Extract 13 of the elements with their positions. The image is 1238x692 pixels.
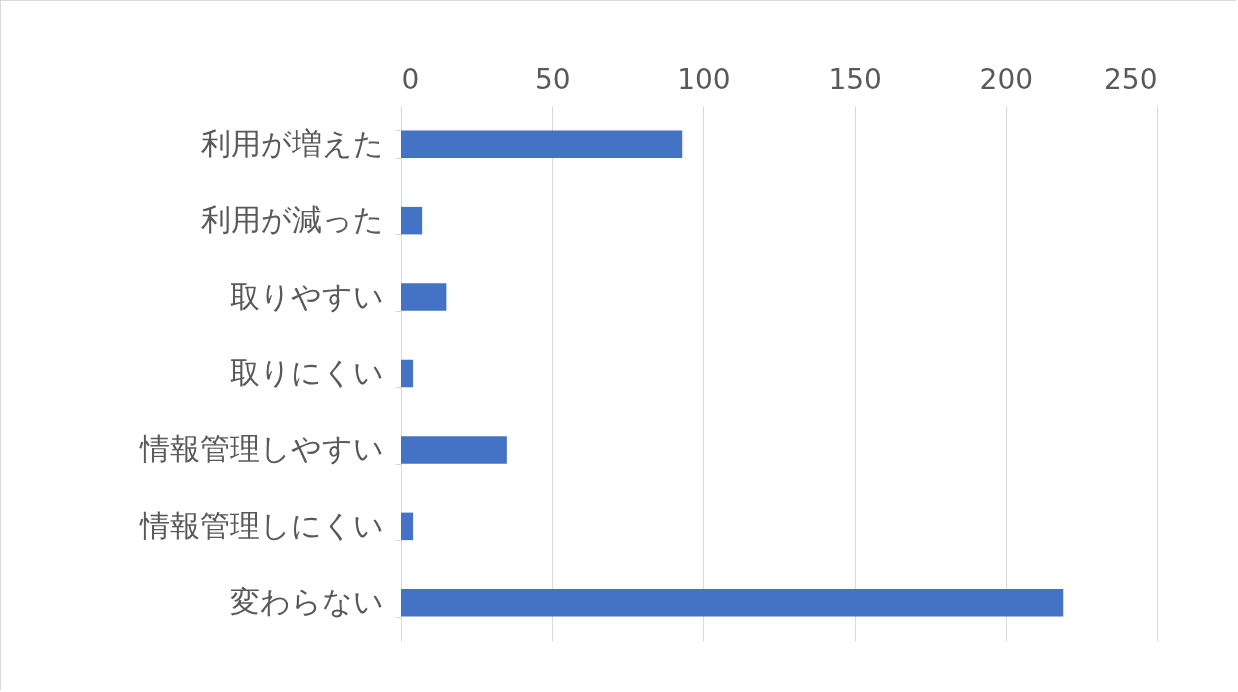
- x-tick-label: 200: [979, 62, 1034, 96]
- x-tick-label: 250: [1104, 62, 1158, 96]
- x-tick-label: 50: [534, 62, 571, 96]
- y-tick-label: 変わらない: [229, 584, 384, 620]
- y-tick-label: 情報管理しにくい: [138, 507, 384, 543]
- y-tick-label: 情報管理しやすい: [138, 431, 384, 467]
- x-tick-label: 0: [401, 62, 420, 96]
- y-tick-label: 利用が減った: [200, 202, 384, 238]
- y-tick-label: 利用が増えた: [200, 125, 384, 161]
- x-tick-label: 100: [677, 62, 731, 96]
- y-tick-label: 取りやすい: [229, 278, 384, 314]
- x-tick-label: 150: [828, 62, 882, 96]
- y-tick-label: 取りにくい: [229, 355, 384, 390]
